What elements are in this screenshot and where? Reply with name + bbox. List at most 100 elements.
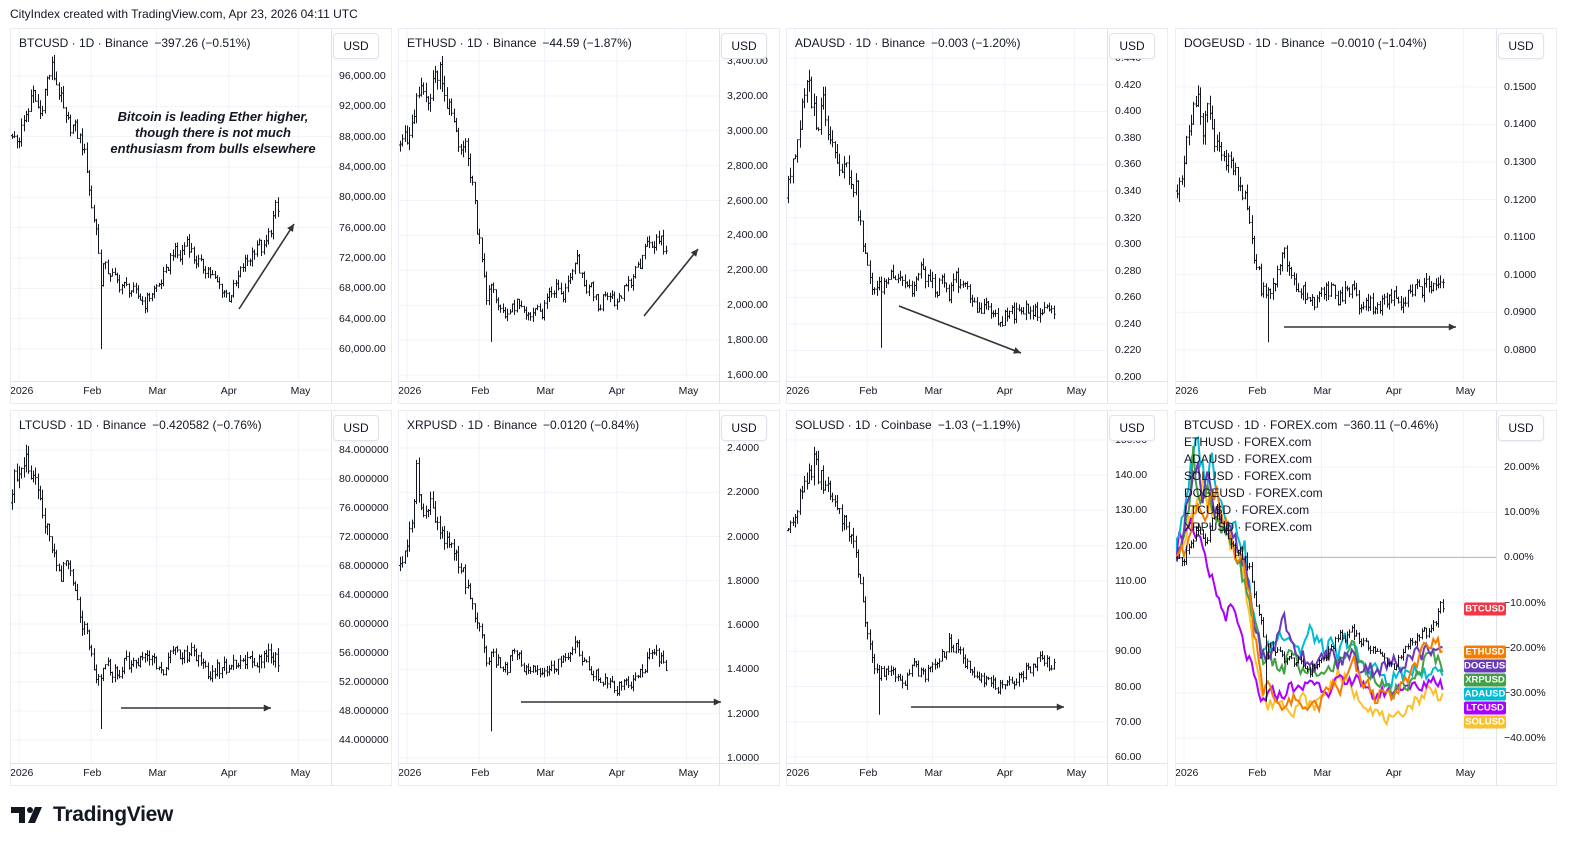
currency-button[interactable]: USD bbox=[333, 33, 379, 59]
ohlc-bar bbox=[253, 657, 256, 667]
symbol-title[interactable]: ETHUSD · 1D · Binance bbox=[407, 36, 537, 50]
ohlc-bar bbox=[244, 654, 247, 669]
ethusd-chart-panel[interactable]: ETHUSD · 1D · Binance −44.59 (−1.87%) 1,60… bbox=[398, 28, 780, 404]
ohlc-bar bbox=[218, 662, 221, 679]
ltcusd-chart-panel[interactable]: LTCUSD · 1D · Binance −0.420582 (−0.76%) 4… bbox=[10, 410, 392, 786]
ohlc-bar bbox=[506, 662, 509, 676]
trend-arrow[interactable] bbox=[1284, 323, 1456, 331]
symbol-title[interactable]: LTCUSD · 1D · Binance bbox=[19, 418, 147, 432]
overlay-series-label[interactable]: XRPUSD · FOREX.com bbox=[1184, 520, 1313, 534]
ohlc-bar bbox=[869, 629, 872, 650]
currency-button[interactable]: USD bbox=[1109, 415, 1155, 441]
ohlc-bar bbox=[183, 242, 186, 256]
ohlc-bar bbox=[1234, 162, 1237, 176]
trend-arrow[interactable] bbox=[238, 223, 295, 310]
legend-main-row: XRPUSD · 1D · Binance −0.0120 (−0.84%) bbox=[407, 417, 639, 434]
ohlc-bar bbox=[796, 139, 799, 163]
ohlc-bar bbox=[141, 296, 144, 306]
ohlc-bar bbox=[471, 175, 474, 186]
adausd-chart-panel[interactable]: ADAUSD · 1D · Binance −0.003 (−1.20%) 0.20… bbox=[786, 28, 1168, 404]
btcusd-chart-panel[interactable]: BTCUSD · 1D · Binance −397.26 (−0.51%) 60,… bbox=[10, 28, 392, 404]
ohlc-bar bbox=[221, 283, 224, 298]
ohlc-bar bbox=[1351, 284, 1354, 299]
currency-button[interactable]: USD bbox=[1109, 33, 1155, 59]
ohlc-bar bbox=[1255, 591, 1258, 607]
ohlc-bar bbox=[513, 299, 516, 315]
ohlc-bar bbox=[985, 675, 988, 686]
ohlc-bar bbox=[1281, 650, 1284, 658]
ohlc-bar bbox=[469, 153, 472, 183]
symbol-title[interactable]: DOGEUSD · 1D · Binance bbox=[1184, 36, 1325, 50]
dogeusd-chart-panel[interactable]: DOGEUSD · 1D · Binance −0.0010 (−1.04%) 0.… bbox=[1175, 28, 1557, 404]
ohlc-bar bbox=[1043, 655, 1046, 667]
chart-canvas[interactable] bbox=[787, 29, 1168, 404]
ohlc-bar bbox=[808, 69, 811, 92]
overlay-series-label[interactable]: LTCUSD · FOREX.com bbox=[1184, 503, 1310, 517]
price-axis-label: 20.00% bbox=[1504, 461, 1540, 474]
overlay-series-label[interactable]: ETHUSD · FOREX.com bbox=[1184, 435, 1312, 449]
trend-arrow[interactable] bbox=[643, 248, 699, 317]
ohlc-bar bbox=[639, 668, 642, 678]
ohlc-bar bbox=[548, 287, 551, 303]
symbol-title[interactable]: XRPUSD · 1D · Binance bbox=[407, 418, 538, 432]
tradingview-logo[interactable]: TradingView bbox=[11, 803, 173, 827]
trend-arrow[interactable] bbox=[911, 703, 1064, 711]
ohlc-bar bbox=[1190, 540, 1193, 549]
trend-arrow[interactable] bbox=[521, 698, 721, 706]
ohlc-bar bbox=[578, 254, 581, 274]
overlay-series-label[interactable]: ADAUSD · FOREX.com bbox=[1184, 452, 1313, 466]
symbol-title[interactable]: SOLUSD · 1D · Coinbase bbox=[795, 418, 932, 432]
currency-button[interactable]: USD bbox=[721, 415, 767, 441]
ohlc-bar bbox=[1272, 278, 1275, 300]
annotation-text[interactable]: Bitcoin is leading Ether higher, though … bbox=[110, 109, 316, 156]
ohlc-bar bbox=[564, 653, 567, 662]
ohlc-bar bbox=[567, 275, 570, 293]
chart-canvas[interactable] bbox=[1176, 411, 1557, 786]
ohlc-bar bbox=[58, 82, 61, 100]
ohlc-bar bbox=[497, 654, 500, 666]
ohlc-bar bbox=[160, 279, 163, 290]
solusd-chart-panel[interactable]: SOLUSD · 1D · Coinbase −1.03 (−1.19%) 60.0… bbox=[786, 410, 1168, 786]
overlay-series-label[interactable]: DOGEUSD · FOREX.com bbox=[1184, 486, 1323, 500]
chart-canvas[interactable] bbox=[1176, 29, 1557, 404]
trend-arrow[interactable] bbox=[121, 704, 271, 712]
ohlc-bar bbox=[160, 662, 163, 674]
chart-canvas[interactable] bbox=[11, 411, 392, 786]
ohlc-bar bbox=[139, 655, 142, 668]
ohlc-bar bbox=[938, 277, 941, 296]
symbol-title[interactable]: BTCUSD · 1D · FOREX.com bbox=[1184, 418, 1338, 432]
ohlc-bar bbox=[1050, 305, 1053, 314]
legend-main-row: BTCUSD · 1D · Binance −397.26 (−0.51%) bbox=[19, 35, 250, 52]
overlay-series-label[interactable]: SOLUSD · FOREX.com bbox=[1184, 469, 1312, 483]
ohlc-bar bbox=[422, 503, 425, 518]
ohlc-bar bbox=[469, 583, 472, 600]
ohlc-bar bbox=[599, 677, 602, 683]
chart-canvas[interactable] bbox=[787, 411, 1168, 786]
currency-button[interactable]: USD bbox=[721, 33, 767, 59]
ohlc-bar bbox=[1206, 537, 1209, 545]
ohlc-bar bbox=[188, 234, 191, 258]
trend-arrow[interactable] bbox=[898, 305, 1022, 354]
xrpusd-chart-panel[interactable]: XRPUSD · 1D · Binance −0.0120 (−0.84%) 1.0… bbox=[398, 410, 780, 786]
currency-button[interactable]: USD bbox=[1498, 33, 1544, 59]
comparison-chart-panel[interactable]: BTCUSD · 1D · FOREX.com −360.11 (−0.46%) E… bbox=[1175, 410, 1557, 786]
chart-canvas[interactable] bbox=[399, 411, 780, 786]
ohlc-bar bbox=[1041, 308, 1044, 316]
ohlc-bar bbox=[237, 270, 240, 289]
ohlc-bar bbox=[1421, 628, 1424, 640]
chart-canvas[interactable] bbox=[399, 29, 780, 404]
time-axis-label: Apr bbox=[996, 385, 1014, 397]
ohlc-bar bbox=[1407, 289, 1410, 308]
symbol-title[interactable]: BTCUSD · 1D · Binance bbox=[19, 36, 149, 50]
ohlc-bar bbox=[155, 284, 158, 292]
currency-button[interactable]: USD bbox=[1498, 415, 1544, 441]
ohlc-bar bbox=[660, 652, 663, 665]
ohlc-bar bbox=[611, 675, 614, 683]
symbol-title[interactable]: ADAUSD · 1D · Binance bbox=[795, 36, 926, 50]
ohlc-bar bbox=[399, 140, 402, 152]
chart-canvas[interactable] bbox=[11, 29, 392, 404]
ohlc-bar bbox=[557, 279, 560, 291]
currency-button[interactable]: USD bbox=[333, 415, 379, 441]
price-axis-label: −20.00% bbox=[1504, 641, 1546, 654]
ohlc-bar bbox=[216, 659, 219, 677]
